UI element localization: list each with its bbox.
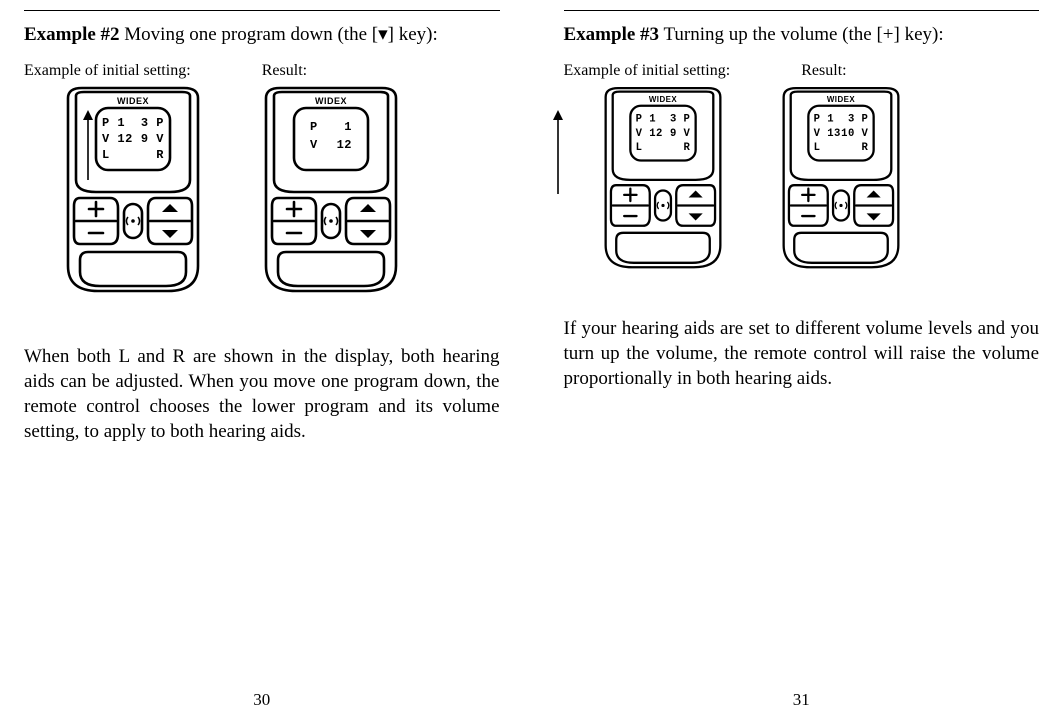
heading-rest: Turning up the volume (the [+] key): <box>659 24 944 45</box>
rule <box>24 10 500 11</box>
svg-text:WIDEX: WIDEX <box>315 96 347 106</box>
svg-text:V: V <box>310 138 318 152</box>
page-left: Example #2 Moving one program down (the … <box>24 10 500 716</box>
svg-text:10 V: 10 V <box>841 127 868 139</box>
heading-rest: Moving one program down (the [▾] key): <box>120 24 438 45</box>
label-initial: Example of initial setting: <box>564 62 802 80</box>
svg-text:P: P <box>310 120 318 134</box>
rule <box>564 10 1040 11</box>
figures-row: WIDEX P 1 3 P V 12 9 V L R <box>24 86 500 296</box>
remote-initial: WIDEX P 1 3 P V 12 9 V L R <box>588 86 738 272</box>
svg-text:P 1: P 1 <box>813 113 833 125</box>
svg-text:L: L <box>813 142 820 154</box>
svg-text:V 13: V 13 <box>813 127 840 139</box>
figure-labels: Example of initial setting: Result: <box>24 62 500 80</box>
heading-bold: Example #3 <box>564 24 660 45</box>
brand-label: WIDEX <box>117 96 149 106</box>
svg-text:3 P: 3 P <box>847 113 867 125</box>
remote-result: WIDEX P 1 V 12 <box>246 86 416 296</box>
label-initial: Example of initial setting: <box>24 62 262 80</box>
example2-body: When both L and R are shown in the displ… <box>24 344 500 444</box>
remote-initial: WIDEX P 1 3 P V 12 9 V L R <box>48 86 218 296</box>
page-number-right: 31 <box>564 690 1040 710</box>
label-result: Result: <box>801 62 1039 80</box>
label-result: Result: <box>262 62 500 80</box>
page-number-left: 30 <box>24 690 500 710</box>
svg-text:1: 1 <box>344 120 352 134</box>
page-right: Example #3 Turning up the volume (the [+… <box>564 10 1040 716</box>
heading-bold: Example #2 <box>24 24 120 45</box>
example3-heading: Example #3 Turning up the volume (the [+… <box>564 23 1040 48</box>
example3-body: If your hearing aids are set to differen… <box>564 316 1040 391</box>
svg-text:WIDEX: WIDEX <box>826 95 854 104</box>
page-spread: Example #2 Moving one program down (the … <box>0 0 1063 716</box>
pointer-arrow <box>79 110 249 320</box>
figure-labels: Example of initial setting: Result: <box>564 62 1040 80</box>
example2-heading: Example #2 Moving one program down (the … <box>24 23 500 48</box>
remote-result: WIDEX P 1 3 P V 13 10 V L R <box>766 86 916 272</box>
svg-text:12: 12 <box>337 138 352 152</box>
pointer-arrow <box>549 110 699 296</box>
svg-text:R: R <box>861 142 868 154</box>
figures-row: WIDEX P 1 3 P V 12 9 V L R <box>564 86 1040 272</box>
svg-text:WIDEX: WIDEX <box>648 95 676 104</box>
